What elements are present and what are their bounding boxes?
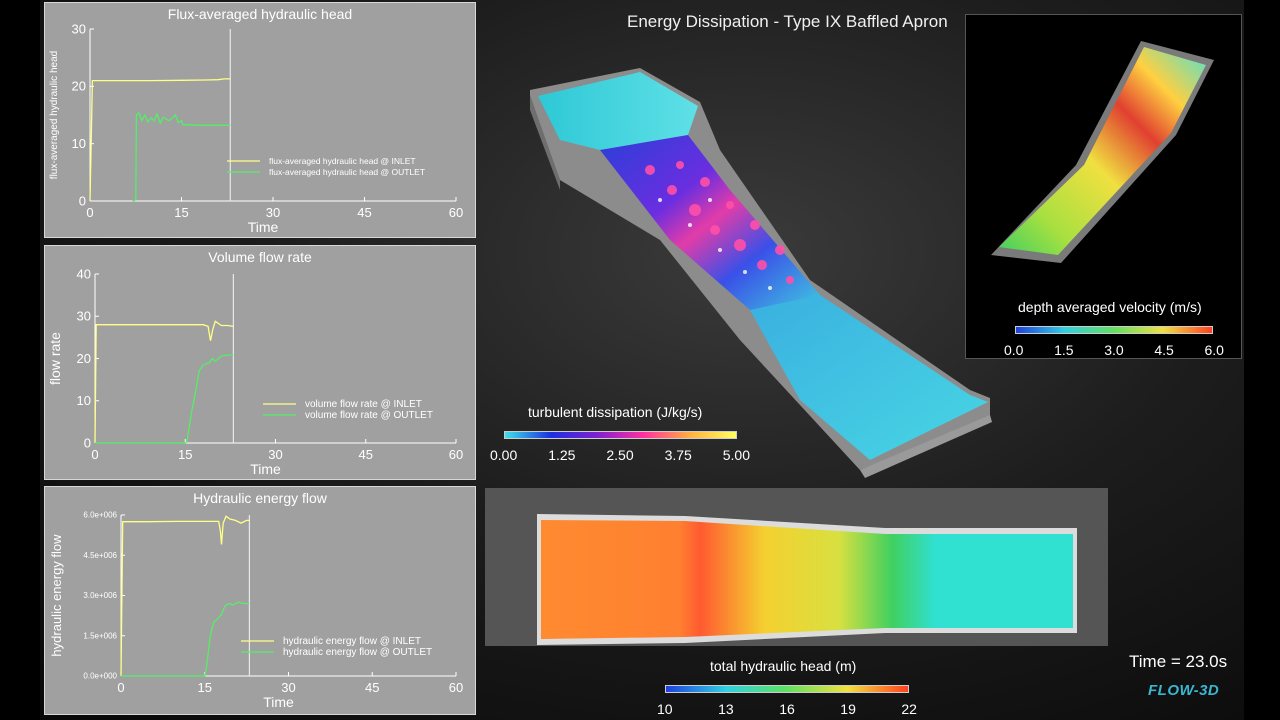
chart-panel-energy-flow: 0 15 30 45 60 0.0e+000 1.5e+006 3.0e+006 4.5e+00… <box>44 486 476 715</box>
head-colorbar-ticks: 10 13 16 19 22 <box>657 701 917 717</box>
x-tick-label: 45 <box>357 205 371 220</box>
hydraulic-head-plan-view <box>485 488 1108 646</box>
legend-entry: hydraulic energy flow @ OUTLET <box>283 647 432 658</box>
head-tick-2: 16 <box>779 701 795 717</box>
chart-title-hydraulic-head: Flux-averaged hydraulic head <box>167 6 353 22</box>
velocity-inset-view <box>991 41 1214 263</box>
x-axis-label: Time <box>263 694 294 710</box>
y-tick-label: 10 <box>77 393 91 408</box>
y-tick-label: 0 <box>84 435 91 450</box>
turbulent-colorbar-label: turbulent dissipation (J/kg/s) <box>528 404 703 420</box>
velocity-colorbar-label: depth averaged velocity (m/s) <box>1018 299 1202 315</box>
turbulent-tick-2: 2.50 <box>606 447 634 463</box>
y-tick-label: 30 <box>77 309 91 324</box>
y-tick-label: 20 <box>77 351 91 366</box>
series-line-outlet <box>95 354 234 444</box>
x-tick-label: 15 <box>174 205 188 220</box>
y-axis-label: flow rate <box>47 332 63 385</box>
x-axis-label: Time <box>250 461 281 477</box>
series-line-outlet <box>132 111 231 202</box>
legend-entry: flux-averaged hydraulic head @ OUTLET <box>269 167 425 177</box>
velocity-colorbar-ticks: 0.0 1.5 3.0 4.5 6.0 <box>1004 342 1224 358</box>
chart-panel-volume-flow: 0 15 30 45 60 0 10 20 30 40 Time flow rate volume fl… <box>44 245 476 480</box>
x-tick-label: 45 <box>365 680 379 695</box>
x-tick-label: 15 <box>198 680 212 695</box>
turbulent-colorbar-ticks: 0.00 1.25 2.50 3.75 5.00 <box>490 447 750 463</box>
velocity-tick-3: 4.5 <box>1154 342 1174 358</box>
head-tick-4: 22 <box>901 701 917 717</box>
velocity-tick-2: 3.0 <box>1104 342 1124 358</box>
y-tick-label: 40 <box>77 266 91 281</box>
y-tick-label: 6.0e+006 <box>83 511 117 520</box>
x-tick-label: 30 <box>266 205 280 220</box>
head-tick-3: 19 <box>840 701 856 717</box>
head-colorbar <box>665 685 909 693</box>
head-tick-0: 10 <box>657 701 673 717</box>
head-tick-1: 13 <box>718 701 734 717</box>
x-tick-label: 60 <box>449 447 463 462</box>
x-tick-label: 0 <box>86 205 93 220</box>
head-colorbar-label: total hydraulic head (m) <box>710 658 857 674</box>
legend-entry: volume flow rate @ OUTLET <box>305 410 433 421</box>
series-line-inlet <box>94 320 234 444</box>
x-tick-label: 60 <box>449 205 463 220</box>
y-tick-label: 20 <box>72 79 86 94</box>
turbulent-tick-0: 0.00 <box>490 447 518 463</box>
chart-panel-hydraulic-head: 0 15 30 45 60 0 10 20 30 Time flux-averaged hydrau… <box>44 2 476 238</box>
y-tick-label: 30 <box>72 21 86 36</box>
turbulent-colorbar <box>504 431 737 439</box>
volume-flow-chart-svg: 0 15 30 45 60 0 10 20 30 40 Time flow rate volume fl… <box>47 266 463 477</box>
series-line-inlet <box>89 78 231 202</box>
y-axis-label: flux-averaged hydraulic head <box>49 51 60 179</box>
x-tick-label: 30 <box>268 447 282 462</box>
legend-entry: flux-averaged hydraulic head @ INLET <box>269 156 416 166</box>
y-tick-label: 0.0e+000 <box>83 672 117 681</box>
legend-entry: hydraulic energy flow @ INLET <box>283 636 421 647</box>
velocity-tick-0: 0.0 <box>1004 342 1024 358</box>
y-tick-label: 10 <box>72 136 86 151</box>
spillway-3d-view <box>530 68 992 478</box>
velocity-tick-1: 1.5 <box>1054 342 1074 358</box>
velocity-inset-panel: depth averaged velocity (m/s) 0.0 1.5 3.… <box>965 14 1242 359</box>
y-tick-label: 0 <box>79 193 86 208</box>
x-tick-label: 15 <box>178 447 192 462</box>
velocity-tick-4: 6.0 <box>1204 342 1224 358</box>
energy-flow-chart-svg: 0 15 30 45 60 0.0e+000 1.5e+006 3.0e+006 4.5e+00… <box>49 511 463 710</box>
y-tick-label: 4.5e+006 <box>83 551 117 560</box>
turbulent-tick-1: 1.25 <box>548 447 576 463</box>
x-tick-label: 30 <box>281 680 295 695</box>
x-tick-label: 0 <box>91 447 98 462</box>
chart-title-volume-flow: Volume flow rate <box>208 249 312 265</box>
turbulent-tick-4: 5.00 <box>722 447 750 463</box>
series-line-inlet <box>120 515 250 677</box>
x-tick-label: 45 <box>359 447 373 462</box>
x-axis-label: Time <box>248 219 279 235</box>
simulation-time-label: Time = 23.0s <box>1129 652 1228 671</box>
main-title: Energy Dissipation - Type IX Baffled Apr… <box>627 12 948 31</box>
y-axis-label: hydraulic energy flow <box>49 534 64 657</box>
y-tick-label: 3.0e+006 <box>83 591 117 600</box>
velocity-colorbar <box>1015 326 1213 334</box>
right-black-margin <box>1244 0 1280 720</box>
turbulent-tick-3: 3.75 <box>664 447 692 463</box>
x-tick-label: 60 <box>449 680 463 695</box>
legend-entry: volume flow rate @ INLET <box>305 399 422 410</box>
x-tick-label: 0 <box>117 680 124 695</box>
y-tick-label: 1.5e+006 <box>83 631 117 640</box>
left-black-margin <box>0 0 40 720</box>
chart-title-energy-flow: Hydraulic energy flow <box>193 490 327 506</box>
series-line-outlet <box>121 601 250 677</box>
flow3d-logo: FLOW-3D <box>1148 682 1220 699</box>
hydraulic-head-plan-svg <box>537 514 1077 645</box>
